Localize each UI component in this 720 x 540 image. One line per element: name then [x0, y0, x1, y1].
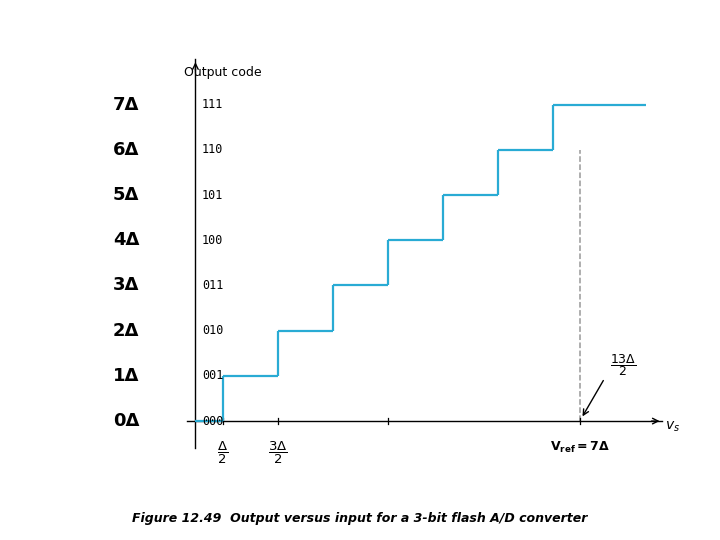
- Text: 111: 111: [202, 98, 223, 111]
- Text: $\dfrac{13\Delta}{2}$: $\dfrac{13\Delta}{2}$: [611, 352, 636, 377]
- Text: 3Δ: 3Δ: [113, 276, 139, 294]
- Text: 7Δ: 7Δ: [113, 96, 139, 113]
- Text: 1Δ: 1Δ: [113, 367, 139, 385]
- Text: 010: 010: [202, 324, 223, 337]
- Text: 000: 000: [202, 415, 223, 428]
- Text: 6Δ: 6Δ: [113, 141, 139, 159]
- Text: 100: 100: [202, 234, 223, 247]
- Text: Output code: Output code: [184, 66, 262, 79]
- Text: $\dfrac{\Delta}{2}$: $\dfrac{\Delta}{2}$: [217, 440, 228, 466]
- Text: 011: 011: [202, 279, 223, 292]
- Text: $\dfrac{3\Delta}{2}$: $\dfrac{3\Delta}{2}$: [268, 440, 287, 466]
- Text: 0Δ: 0Δ: [113, 412, 139, 430]
- Text: 001: 001: [202, 369, 223, 382]
- Text: $v_s$: $v_s$: [665, 419, 680, 434]
- Text: $\mathbf{V_{ref} = 7\Delta}$: $\mathbf{V_{ref} = 7\Delta}$: [550, 440, 610, 455]
- Text: Figure 12.49  Output versus input for a 3-bit flash A/D converter: Figure 12.49 Output versus input for a 3…: [132, 512, 588, 525]
- Text: 101: 101: [202, 188, 223, 201]
- Text: 110: 110: [202, 143, 223, 156]
- Text: 2Δ: 2Δ: [113, 322, 139, 340]
- Text: 4Δ: 4Δ: [113, 231, 139, 249]
- Text: 5Δ: 5Δ: [113, 186, 139, 204]
